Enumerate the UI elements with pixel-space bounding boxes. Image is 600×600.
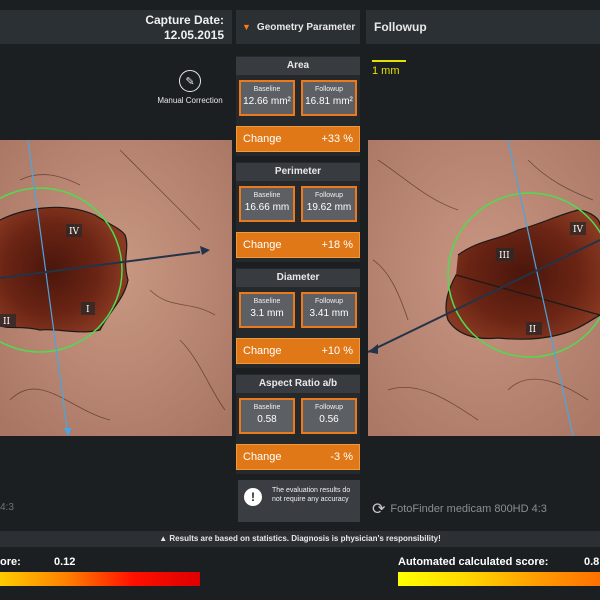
area-followup-label: Followup	[314, 86, 343, 93]
aspect-ratio-change-box: Change -3 %	[236, 444, 360, 470]
perimeter-change-label: Change	[243, 239, 282, 251]
left-score-value: 0.12	[54, 556, 76, 568]
perimeter-title: Perimeter	[236, 163, 360, 181]
aspect-ratio-baseline-label: Baseline	[253, 404, 281, 411]
right-axis-arrowhead	[368, 344, 378, 354]
aspect-ratio-followup-value: 0.56	[319, 414, 339, 425]
right-score-label: Automated calculated score:	[398, 556, 549, 568]
perimeter-change-value: +18 %	[321, 239, 354, 251]
diameter-title: Diameter	[236, 269, 360, 287]
aspect-ratio-change-value: -3 %	[330, 451, 353, 463]
area-title: Area	[236, 57, 360, 75]
area-change-label: Change	[243, 133, 282, 145]
perimeter-baseline-label: Baseline	[253, 192, 281, 199]
left-quadrant-iv: IV	[69, 227, 80, 237]
perimeter-followup-label: Followup	[314, 192, 343, 199]
left-major-axis	[0, 251, 201, 279]
right-quadrant-iv: IV	[573, 225, 584, 235]
left-quadrant-ii: II	[3, 317, 11, 327]
perimeter-baseline-box: Baseline 16.66 mm	[239, 186, 295, 222]
pencil-icon: ✎	[179, 70, 201, 92]
right-quadrant-badge-iv	[570, 222, 586, 235]
diameter-baseline-box: Baseline 3.1 mm	[239, 292, 295, 328]
evaluation-warning: ! The evaluation results do not require …	[238, 480, 360, 522]
perimeter-followup-value: 19.62 mm	[306, 202, 352, 213]
area-baseline-value: 12.66 mm²	[243, 96, 291, 107]
followup-header: Followup	[366, 10, 600, 44]
left-fit-circle	[0, 187, 123, 353]
diameter-followup-box: Followup 3.41 mm	[301, 292, 357, 328]
right-device-label: FotoFinder medicam 800HD 4:3	[390, 503, 547, 515]
right-quadrant-badge-iii	[496, 248, 514, 261]
area-baseline-label: Baseline	[253, 86, 281, 93]
right-device-info: ⟳ FotoFinder medicam 800HD 4:3	[372, 499, 547, 519]
right-score-gradient	[398, 572, 600, 586]
left-quadrant-i: I	[86, 305, 90, 315]
capture-date-panel: Capture Date: 12.05.2015	[0, 10, 232, 44]
capture-date-label: Capture Date:	[145, 13, 224, 27]
left-quadrant-badge-i	[81, 302, 95, 315]
area-followup-value: 16.81 mm²	[305, 96, 353, 107]
right-major-axis	[368, 239, 600, 353]
diameter-change-label: Change	[243, 345, 282, 357]
left-device-label: 4:3	[0, 502, 14, 513]
left-score-gradient	[0, 572, 200, 586]
perimeter-followup-box: Followup 19.62 mm	[301, 186, 357, 222]
geometry-parameter-dropdown[interactable]: ▼ Geometry Parameter	[236, 10, 360, 44]
manual-correction-button[interactable]: ✎ Manual Correction	[150, 70, 230, 105]
diameter-followup-label: Followup	[314, 298, 343, 305]
followup-label: Followup	[374, 20, 427, 34]
dropdown-triangle-icon: ▼	[242, 22, 251, 32]
area-followup-box: Followup 16.81 mm²	[301, 80, 357, 116]
status-text: Results are based on statistics. Diagnos…	[169, 534, 441, 543]
perimeter-change-box: Change +18 %	[236, 232, 360, 258]
aspect-ratio-baseline-value: 0.58	[257, 414, 277, 425]
diameter-baseline-label: Baseline	[253, 298, 281, 305]
diameter-followup-value: 3.41 mm	[309, 308, 349, 319]
diameter-change-value: +10 %	[321, 345, 354, 357]
aspect-ratio-followup-box: Followup 0.56	[301, 398, 357, 434]
right-quadrant-badge-ii	[526, 322, 542, 335]
capture-date-value: 12.05.2015	[163, 28, 224, 42]
area-change-value: +33 %	[321, 133, 354, 145]
area-change-box: Change +33 %	[236, 126, 360, 152]
status-bar: ▲ Results are based on statistics. Diagn…	[0, 531, 600, 547]
diameter-change-box: Change +10 %	[236, 338, 360, 364]
left-minor-arrowhead	[64, 428, 72, 436]
left-score-label: ore:	[0, 556, 21, 568]
diameter-baseline-value: 3.1 mm	[250, 308, 284, 319]
status-warning-icon: ▲	[159, 534, 170, 543]
aspect-ratio-change-label: Change	[243, 451, 282, 463]
left-minor-axis	[27, 140, 69, 436]
refresh-icon[interactable]: ⟳	[372, 501, 386, 518]
aspect-ratio-title: Aspect Ratio a/b	[236, 375, 360, 393]
right-score-value: 0.8	[584, 556, 600, 568]
right-minor-axis	[507, 140, 574, 436]
right-quadrant-ii: II	[529, 325, 537, 335]
geometry-parameter-label: Geometry Parameter	[256, 21, 356, 33]
area-baseline-box: Baseline 12.66 mm²	[239, 80, 295, 116]
scale-label: 1 mm	[372, 65, 400, 77]
right-quadrant-iii: III	[499, 251, 510, 261]
left-axis-arrowhead	[200, 246, 210, 255]
warning-text: The evaluation results do not require an…	[272, 487, 351, 503]
aspect-ratio-baseline-box: Baseline 0.58	[239, 398, 295, 434]
aspect-ratio-followup-label: Followup	[314, 404, 343, 411]
perimeter-baseline-value: 16.66 mm	[244, 202, 290, 213]
baseline-dermoscopy-image[interactable]: IV I II	[0, 140, 232, 436]
scale-bar	[372, 60, 406, 62]
warning-icon: !	[244, 488, 262, 506]
left-quadrant-badge-ii	[0, 314, 16, 327]
left-quadrant-badge-iv	[66, 224, 82, 237]
right-fit-circle	[447, 192, 600, 358]
followup-dermoscopy-image[interactable]: III IV II	[368, 140, 600, 436]
manual-correction-label: Manual Correction	[157, 96, 223, 105]
